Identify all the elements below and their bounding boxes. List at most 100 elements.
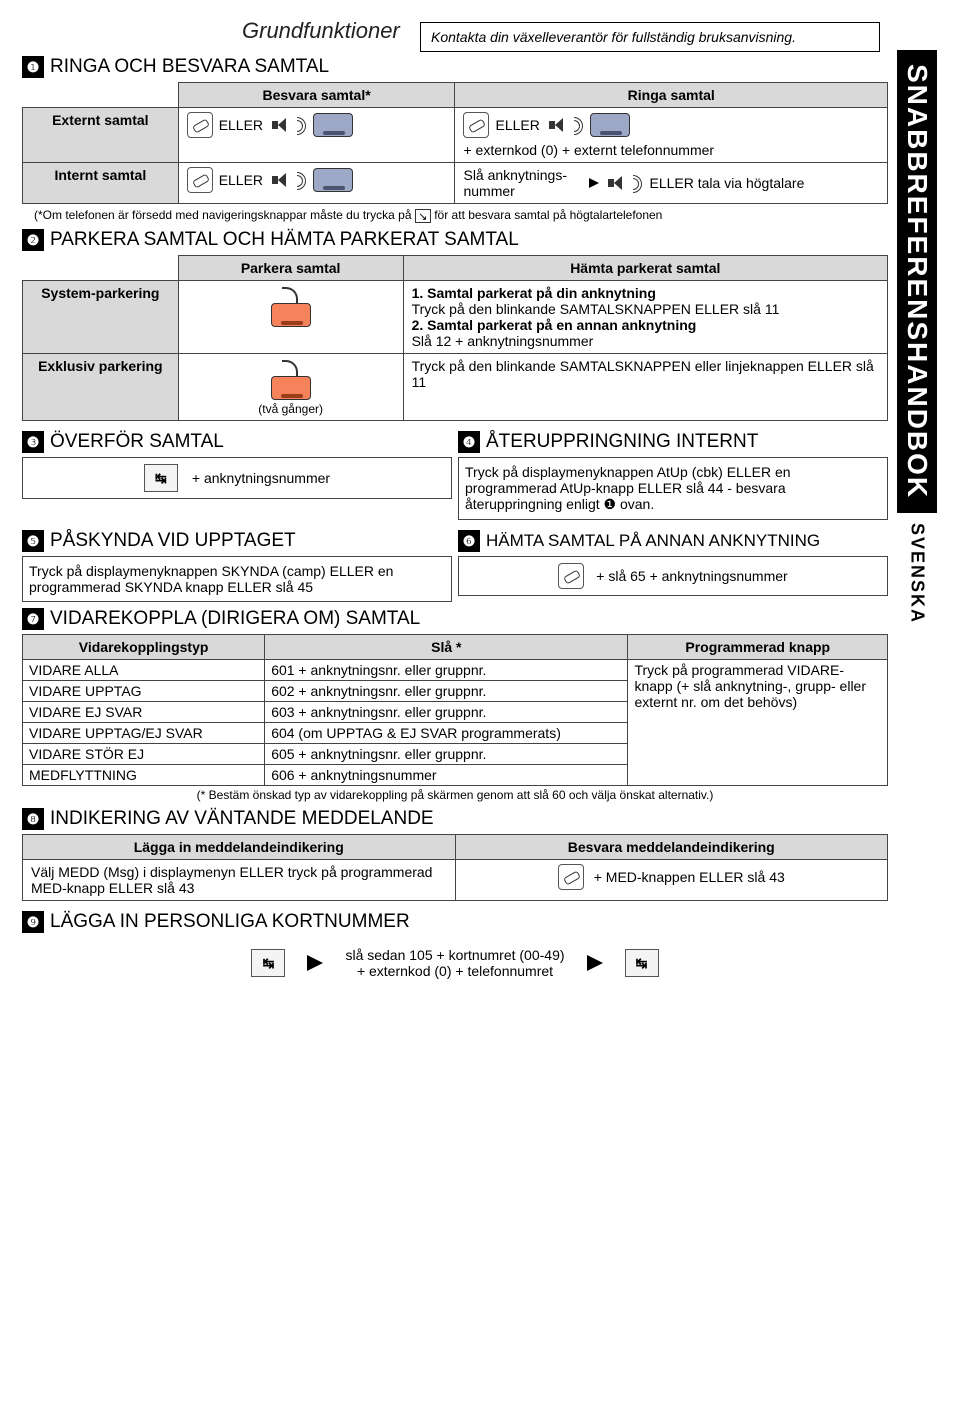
table-cell: 604 (om UPPTAG & EJ SVAR programmerats) bbox=[265, 723, 628, 744]
eller-text: ELLER bbox=[495, 117, 539, 133]
num-2-icon: ❷ bbox=[22, 229, 44, 251]
eller-text: ELLER bbox=[219, 172, 263, 188]
table-vidare: Vidarekopplingstyp Slå * Programmerad kn… bbox=[22, 634, 888, 786]
s2-row1-label: System-parkering bbox=[23, 280, 179, 353]
s1-r2-right: Slå anknytnings-nummer ELLER tala via hö… bbox=[455, 163, 888, 204]
waves-icon bbox=[574, 114, 584, 136]
s1-title-text: RINGA OCH BESVARA SAMTAL bbox=[50, 56, 329, 78]
s2-r1-left bbox=[178, 280, 403, 353]
section-8-title: ❽ INDIKERING AV VÄNTANDE MEDDELANDE bbox=[22, 808, 888, 830]
hold-icon bbox=[280, 358, 302, 376]
s2-r1-2: 2. Samtal parkerat på en annan anknytnin… bbox=[412, 317, 879, 333]
table-cell: 603 + anknytningsnr. eller gruppnr. bbox=[265, 702, 628, 723]
s2-r1-1b: Tryck på den blinkande SAMTALSKNAPPEN EL… bbox=[412, 301, 879, 317]
s1-r1-left: ELLER bbox=[178, 108, 455, 163]
table-cell: 606 + anknytningsnummer bbox=[265, 765, 628, 786]
side-tab-sub: SVENSKA bbox=[903, 513, 932, 634]
s8-right-text: + MED-knappen ELLER slå 43 bbox=[594, 869, 785, 885]
hold-button-icon bbox=[271, 376, 311, 400]
s8-title-text: INDIKERING AV VÄNTANDE MEDDELANDE bbox=[50, 808, 434, 830]
s6-box: + slå 65 + anknytningsnummer bbox=[458, 556, 888, 596]
table-parkera: Parkera samtal Hämta parkerat samtal Sys… bbox=[22, 255, 888, 421]
tala-via: ELLER tala via högtalare bbox=[649, 175, 804, 191]
hold-icon bbox=[280, 285, 302, 303]
eller-text: ELLER bbox=[219, 117, 263, 133]
speaker-button-icon bbox=[313, 168, 353, 192]
transfer-icon: ↹ bbox=[144, 464, 178, 492]
s2-r2-right: Tryck på den blinkande SAMTALSKNAPPEN el… bbox=[403, 353, 887, 420]
hold-button-icon bbox=[271, 303, 311, 327]
table-ringa: Besvara samtal* Ringa samtal Externt sam… bbox=[22, 82, 888, 204]
sla-ank: Slå anknytnings-nummer bbox=[463, 167, 583, 199]
waves-icon bbox=[633, 172, 643, 194]
s2-col1: Parkera samtal bbox=[178, 255, 403, 280]
section-5-title: ❺ PÅSKYNDA VID UPPTAGET bbox=[22, 530, 452, 552]
nav-key-icon: ↘ bbox=[415, 209, 431, 223]
s7-h3: Programmerad knapp bbox=[628, 635, 888, 660]
s8-right: + MED-knappen ELLER slå 43 bbox=[455, 860, 888, 901]
speaker-icon bbox=[269, 169, 291, 191]
section-3-title: ❸ ÖVERFÖR SAMTAL bbox=[22, 431, 452, 453]
section-4-title: ❹ ÅTERUPPRINGNING INTERNT bbox=[458, 431, 888, 453]
s2-row2-label: Exklusiv parkering bbox=[23, 353, 179, 420]
s1-fn1: (*Om telefonen är försedd med navigering… bbox=[34, 208, 412, 222]
num-1-icon: ❶ bbox=[22, 56, 44, 78]
s2-r2-text: Tryck på den blinkande SAMTALSKNAPPEN el… bbox=[412, 358, 879, 390]
handset-icon bbox=[187, 167, 213, 193]
s4-title-text: ÅTERUPPRINGNING INTERNT bbox=[486, 431, 758, 453]
num-7-icon: ❼ bbox=[22, 608, 44, 630]
s1-col2: Ringa samtal bbox=[455, 83, 888, 108]
s9-line1: slå sedan 105 + kortnumret (00-49) bbox=[345, 947, 564, 963]
s6-text: + slå 65 + anknytningsnummer bbox=[596, 568, 787, 584]
s2-r1-1: 1. Samtal parkerat på din anknytning bbox=[412, 285, 879, 301]
s8-h1: Lägga in meddelandeindikering bbox=[23, 835, 456, 860]
s5-title-text: PÅSKYNDA VID UPPTAGET bbox=[50, 530, 296, 552]
handset-icon bbox=[187, 112, 213, 138]
handset-icon bbox=[463, 112, 489, 138]
num-9-icon: ❾ bbox=[22, 911, 44, 933]
num-8-icon: ❽ bbox=[22, 808, 44, 830]
speaker-icon bbox=[546, 114, 568, 136]
s3-title-text: ÖVERFÖR SAMTAL bbox=[50, 431, 224, 453]
arrow-icon bbox=[589, 178, 599, 188]
num-5-icon: ❺ bbox=[22, 530, 44, 552]
table-cell: VIDARE UPPTAG/EJ SVAR bbox=[23, 723, 265, 744]
s7-h1: Vidarekopplingstyp bbox=[23, 635, 265, 660]
num-4-icon: ❹ bbox=[458, 431, 480, 453]
s2-r2-left: (två gånger) bbox=[178, 353, 403, 420]
table-cell: VIDARE UPPTAG bbox=[23, 681, 265, 702]
table-cell: 605 + anknytningsnr. eller gruppnr. bbox=[265, 744, 628, 765]
section-6-title: ❻ HÄMTA SAMTAL PÅ ANNAN ANKNYTNING bbox=[458, 530, 888, 552]
s1-externkod: + externkod (0) + externt telefonnummer bbox=[463, 142, 879, 158]
s7-h2: Slå * bbox=[265, 635, 628, 660]
s1-row2-label: Internt samtal bbox=[23, 163, 179, 204]
table-cell: VIDARE STÖR EJ bbox=[23, 744, 265, 765]
s1-r2-left: ELLER bbox=[178, 163, 455, 204]
side-tab-main: SNABBREFERENSHANDBOK bbox=[897, 50, 937, 513]
s8-left: Välj MEDD (Msg) i displaymenyn ELLER try… bbox=[23, 860, 456, 901]
speaker-icon bbox=[605, 172, 627, 194]
s4-box: Tryck på displaymenyknappen AtUp (cbk) E… bbox=[458, 457, 888, 520]
transfer-icon: ↹ bbox=[251, 949, 285, 977]
s4-text: Tryck på displaymenyknappen AtUp (cbk) E… bbox=[465, 464, 881, 513]
transfer-icon: ↹ bbox=[625, 949, 659, 977]
speaker-icon bbox=[269, 114, 291, 136]
s6-title-text: HÄMTA SAMTAL PÅ ANNAN ANKNYTNING bbox=[486, 531, 820, 551]
s1-col1: Besvara samtal* bbox=[178, 83, 455, 108]
s7-prog-cell: Tryck på programmerad VIDARE-knapp (+ sl… bbox=[628, 660, 888, 786]
s9-line2: + externkod (0) + telefonnumret bbox=[345, 963, 564, 979]
table-cell: 602 + anknytningsnr. eller gruppnr. bbox=[265, 681, 628, 702]
num-6-icon: ❻ bbox=[458, 530, 480, 552]
two-times: (två gånger) bbox=[258, 402, 323, 416]
s5-box: Tryck på displaymenyknappen SKYNDA (camp… bbox=[22, 556, 452, 602]
table-medd: Lägga in meddelandeindikering Besvara me… bbox=[22, 834, 888, 901]
table-cell: VIDARE EJ SVAR bbox=[23, 702, 265, 723]
arrow-icon bbox=[307, 955, 323, 971]
table-cell: VIDARE ALLA bbox=[23, 660, 265, 681]
s2-col2: Hämta parkerat samtal bbox=[403, 255, 887, 280]
s9-title-text: LÄGGA IN PERSONLIGA KORTNUMMER bbox=[50, 911, 410, 933]
waves-icon bbox=[297, 169, 307, 191]
s7-footnote: (* Bestäm önskad typ av vidarekoppling p… bbox=[22, 788, 888, 802]
s2-r1-right: 1. Samtal parkerat på din anknytning Try… bbox=[403, 280, 887, 353]
section-7-title: ❼ VIDAREKOPPLA (DIRIGERA OM) SAMTAL bbox=[22, 608, 888, 630]
